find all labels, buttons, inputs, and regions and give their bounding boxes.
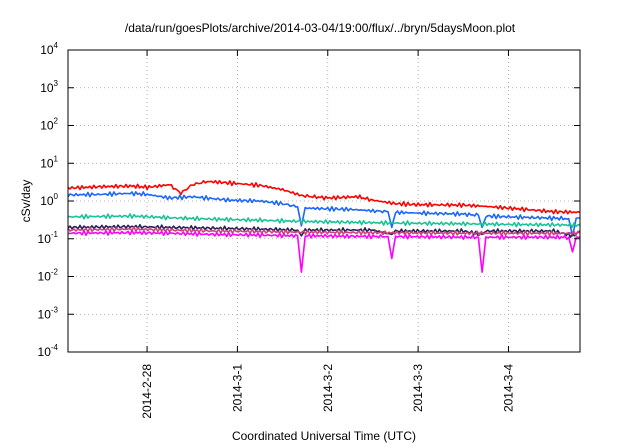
y-axis-label: cSv/day: [19, 180, 33, 223]
y-tick-label: 104: [40, 41, 58, 57]
x-tick-label: 2014-3-4: [501, 364, 515, 412]
series-line-5: [67, 226, 581, 237]
y-tick-label: 103: [40, 79, 58, 95]
series-line-6: [68, 230, 580, 274]
y-tick-label: 102: [40, 117, 58, 133]
x-axis: 2014-2-28 2014-3-1 2014-3-2 2014-3-3 2014-3-…: [140, 50, 515, 419]
series-line-3: [67, 213, 581, 228]
x-tick-label: 2014-3-2: [321, 364, 335, 412]
y-tick-label: 10-4: [38, 343, 59, 359]
x-tick-label: 2014-2-28: [140, 364, 154, 419]
series-group: [67, 179, 581, 274]
y-tick-label: 10-2: [38, 268, 59, 284]
x-tick-label: 2014-3-3: [411, 364, 425, 412]
x-axis-label: Coordinated Universal Time (UTC): [232, 429, 416, 443]
series-line-1: [67, 179, 581, 215]
chart-title: /data/run/goesPlots/archive/2014-03-04/1…: [125, 21, 516, 35]
y-tick-label: 10-1: [38, 230, 59, 246]
y-tick-label: 10-3: [38, 305, 59, 321]
y-tick-label: 100: [40, 192, 58, 208]
grid-lines: [68, 50, 580, 352]
x-tick-label: 2014-3-1: [230, 364, 244, 412]
series-line-4: [67, 223, 581, 239]
series-line-2: [67, 191, 581, 237]
y-tick-label: 101: [40, 154, 58, 170]
y-axis: 10-4 10-3 10-2 10-1 100 101 102 103 104: [38, 41, 580, 359]
